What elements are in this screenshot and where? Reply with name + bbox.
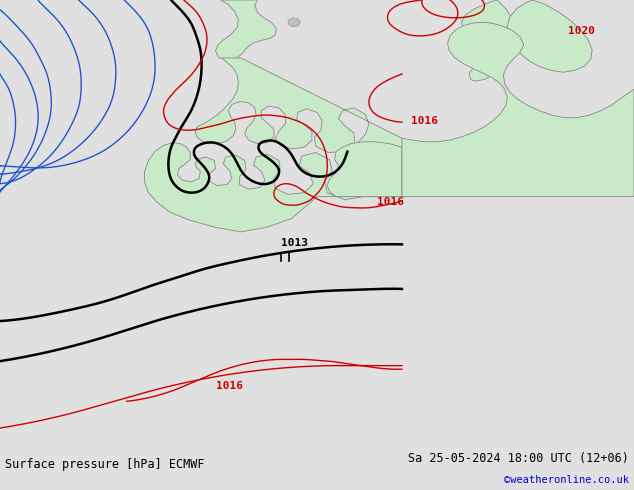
Polygon shape	[288, 18, 301, 27]
Text: 1020: 1020	[568, 26, 595, 36]
Text: ©weatheronline.co.uk: ©weatheronline.co.uk	[504, 475, 629, 485]
Polygon shape	[402, 22, 634, 196]
Polygon shape	[145, 143, 402, 232]
Text: 1013: 1013	[281, 238, 309, 248]
Polygon shape	[216, 0, 276, 61]
Text: 1016: 1016	[377, 197, 404, 207]
Polygon shape	[462, 0, 517, 81]
Polygon shape	[327, 142, 402, 196]
Text: Sa 25-05-2024 18:00 UTC (12+06): Sa 25-05-2024 18:00 UTC (12+06)	[408, 452, 629, 465]
Text: 1016: 1016	[216, 381, 243, 391]
Polygon shape	[507, 0, 592, 72]
Text: 1016: 1016	[411, 116, 438, 126]
Text: Surface pressure [hPa] ECMWF: Surface pressure [hPa] ECMWF	[5, 458, 205, 471]
Polygon shape	[195, 58, 406, 161]
